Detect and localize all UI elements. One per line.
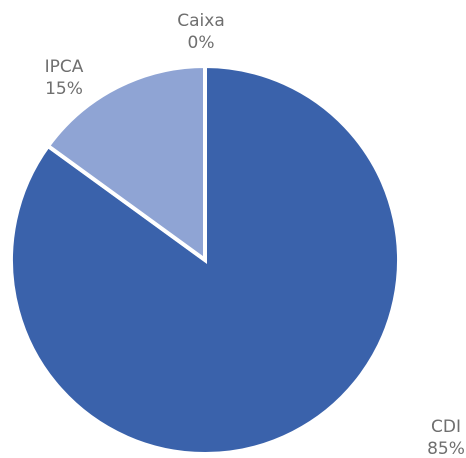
label-ipca-value: 15% [45,79,83,99]
label-cdi-name: CDI [431,417,461,437]
label-caixa-name: Caixa [177,11,225,31]
pie-slices [9,63,401,456]
label-ipca-name: IPCA [45,57,84,77]
label-cdi: CDI 85% [427,417,465,458]
label-caixa-value: 0% [188,33,215,53]
pie-slice-ipca [45,63,207,264]
label-cdi-value: 85% [427,439,465,458]
label-caixa: Caixa 0% [177,11,225,53]
label-ipca: IPCA 15% [45,57,84,99]
